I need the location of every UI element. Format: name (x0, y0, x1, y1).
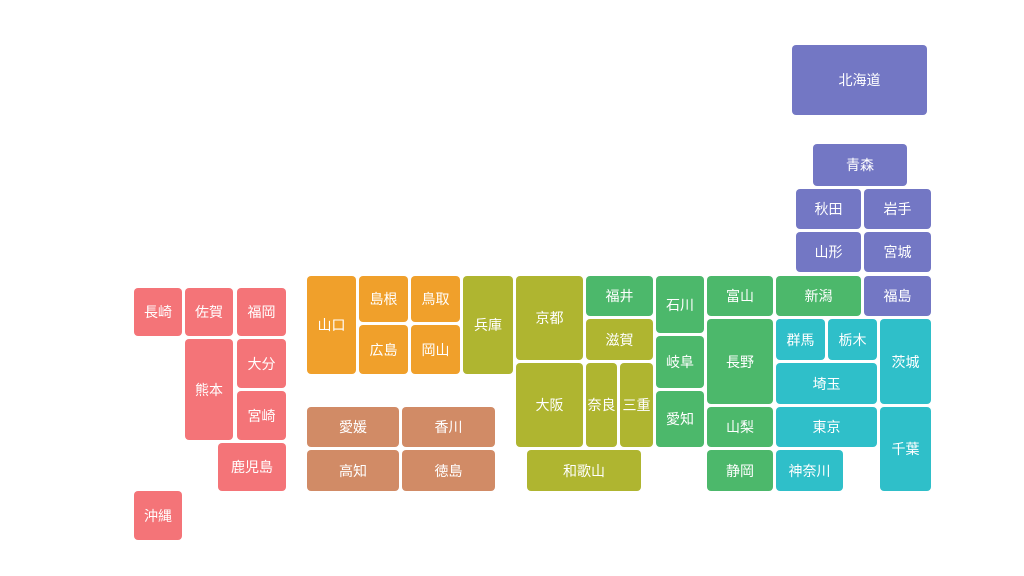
prefecture-tile[interactable]: 山形 (796, 232, 861, 272)
prefecture-tile[interactable]: 熊本 (185, 339, 233, 440)
prefecture-tile[interactable]: 栃木 (828, 319, 877, 360)
prefecture-tile[interactable]: 佐賀 (185, 288, 233, 336)
prefecture-tile[interactable]: 岩手 (864, 189, 931, 229)
prefecture-tile[interactable]: 長野 (707, 319, 773, 404)
prefecture-tile[interactable]: 奈良 (586, 363, 617, 447)
prefecture-tile[interactable]: 神奈川 (776, 450, 843, 491)
prefecture-tile[interactable]: 山梨 (707, 407, 773, 447)
prefecture-tile[interactable]: 富山 (707, 276, 773, 316)
prefecture-tile[interactable]: 広島 (359, 325, 408, 374)
prefecture-tile[interactable]: 埼玉 (776, 363, 877, 404)
prefecture-tile[interactable]: 鹿児島 (218, 443, 286, 491)
prefecture-tile[interactable]: 香川 (402, 407, 495, 447)
prefecture-tile[interactable]: 愛知 (656, 391, 704, 447)
prefecture-tile[interactable]: 静岡 (707, 450, 773, 491)
prefecture-tile[interactable]: 滋賀 (586, 319, 653, 360)
prefecture-tile[interactable]: 秋田 (796, 189, 861, 229)
prefecture-tile[interactable]: 大分 (237, 339, 286, 388)
prefecture-tile[interactable]: 徳島 (402, 450, 495, 491)
prefecture-tile[interactable]: 福岡 (237, 288, 286, 336)
prefecture-tile[interactable]: 福井 (586, 276, 653, 316)
prefecture-tile[interactable]: 茨城 (880, 319, 931, 404)
prefecture-tile[interactable]: 青森 (813, 144, 907, 186)
prefecture-tile[interactable]: 鳥取 (411, 276, 460, 322)
prefecture-tile[interactable]: 大阪 (516, 363, 583, 447)
prefecture-tile[interactable]: 福島 (864, 276, 931, 316)
prefecture-tile[interactable]: 石川 (656, 276, 704, 333)
prefecture-tile[interactable]: 高知 (307, 450, 399, 491)
prefecture-tile[interactable]: 岐阜 (656, 336, 704, 388)
prefecture-tile[interactable]: 愛媛 (307, 407, 399, 447)
prefecture-tile[interactable]: 沖縄 (134, 491, 182, 540)
prefecture-tile[interactable]: 宮城 (864, 232, 931, 272)
prefecture-tile[interactable]: 群馬 (776, 319, 825, 360)
prefecture-tile[interactable]: 京都 (516, 276, 583, 360)
prefecture-tile[interactable]: 長崎 (134, 288, 182, 336)
prefecture-tile[interactable]: 千葉 (880, 407, 931, 491)
prefecture-tile[interactable]: 三重 (620, 363, 653, 447)
prefecture-tile[interactable]: 和歌山 (527, 450, 641, 491)
prefecture-tile[interactable]: 島根 (359, 276, 408, 322)
prefecture-tile[interactable]: 兵庫 (463, 276, 513, 374)
prefecture-tile[interactable]: 山口 (307, 276, 356, 374)
prefecture-tile[interactable]: 岡山 (411, 325, 460, 374)
prefecture-tile[interactable]: 宮崎 (237, 391, 286, 440)
prefecture-tile[interactable]: 東京 (776, 407, 877, 447)
prefecture-tile[interactable]: 北海道 (792, 45, 927, 115)
prefecture-tile[interactable]: 新潟 (776, 276, 861, 316)
